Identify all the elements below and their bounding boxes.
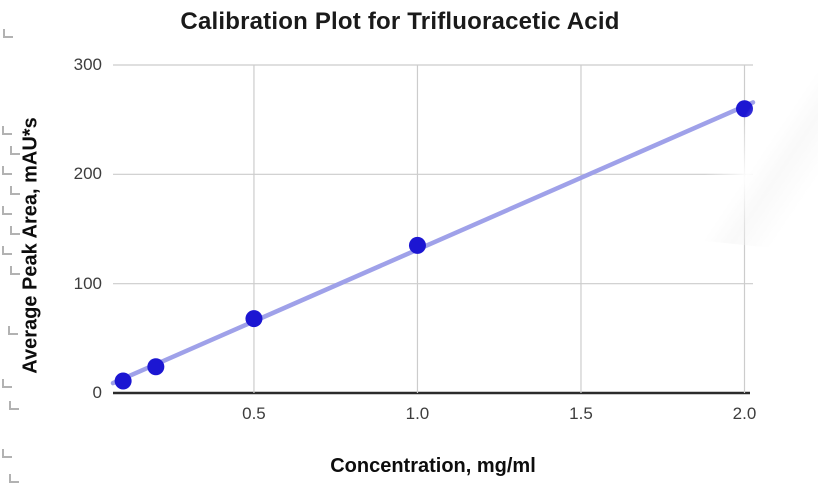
data-point [735, 100, 753, 118]
edge-mark [2, 206, 12, 215]
edge-mark [2, 126, 12, 135]
edge-mark [9, 474, 19, 483]
edge-mark [10, 146, 20, 155]
edge-mark [2, 166, 12, 175]
data-point [245, 310, 263, 328]
x-tick-label: 1.5 [569, 404, 593, 423]
y-tick-label: 0 [92, 383, 102, 402]
edge-mark [2, 449, 12, 458]
x-tick-label: 1.0 [405, 404, 430, 423]
y-tick-label: 300 [73, 55, 102, 74]
edge-mark [8, 326, 18, 335]
edge-mark [10, 226, 20, 235]
data-point [147, 358, 165, 376]
data-point [114, 372, 132, 390]
edge-mark [2, 379, 12, 388]
x-axis-title: Concentration, mg/ml [330, 455, 536, 477]
chart-title: Calibration Plot for Trifluoracetic Acid [180, 8, 620, 35]
edge-mark [3, 29, 13, 38]
edge-mark [2, 246, 12, 255]
edge-mark [10, 186, 20, 195]
data-point [408, 236, 426, 254]
edge-mark [9, 401, 19, 410]
y-tick-label: 200 [73, 164, 102, 184]
y-tick-label: 100 [73, 273, 102, 293]
x-tick-label: 0.5 [242, 404, 266, 423]
edge-mark [10, 266, 20, 275]
trendline [110, 100, 756, 386]
x-tick-label: 2.0 [732, 404, 757, 423]
